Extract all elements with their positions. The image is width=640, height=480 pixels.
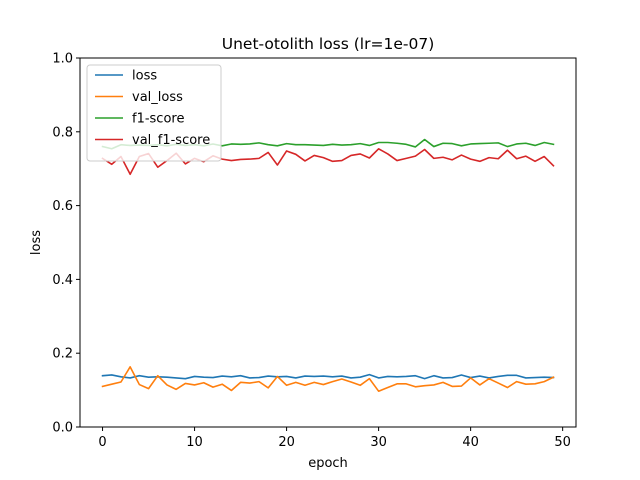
y-tick-label: 0.8 [52, 125, 73, 140]
y-tick-label: 1.0 [52, 52, 73, 67]
legend-label-loss: loss [132, 69, 157, 84]
legend-label-f1-score: f1-score [132, 112, 184, 127]
x-tick-label: 0 [98, 435, 106, 450]
x-tick-label: 40 [462, 435, 479, 450]
series-line-val_loss [101, 366, 555, 393]
legend-box [86, 64, 222, 162]
x-axis-label: epoch [308, 456, 348, 471]
y-axis-label: loss [29, 230, 44, 255]
legend: loss val_loss f1-score val_f1-score [86, 64, 222, 162]
y-tick-label: 0.0 [52, 421, 73, 436]
y-tick-label: 0.6 [52, 199, 73, 214]
axes-frame [79, 57, 577, 428]
y-tick-label: 0.2 [52, 347, 73, 362]
x-tick-label: 50 [554, 435, 571, 450]
y-tick-label: 0.4 [52, 273, 73, 288]
x-axis: 0 10 20 30 40 50 [98, 427, 571, 450]
x-tick-label: 10 [186, 435, 203, 450]
x-tick-label: 20 [278, 435, 295, 450]
x-tick-label: 30 [370, 435, 387, 450]
y-axis: 0.0 0.2 0.4 0.6 0.8 1.0 [52, 52, 80, 436]
chart-title: Unet-otolith loss (lr=1e-07) [222, 35, 435, 53]
legend-label-val_loss: val_loss [132, 90, 183, 105]
series-line-loss [101, 373, 555, 380]
legend-label-val_f1-score: val_f1-score [132, 133, 210, 148]
